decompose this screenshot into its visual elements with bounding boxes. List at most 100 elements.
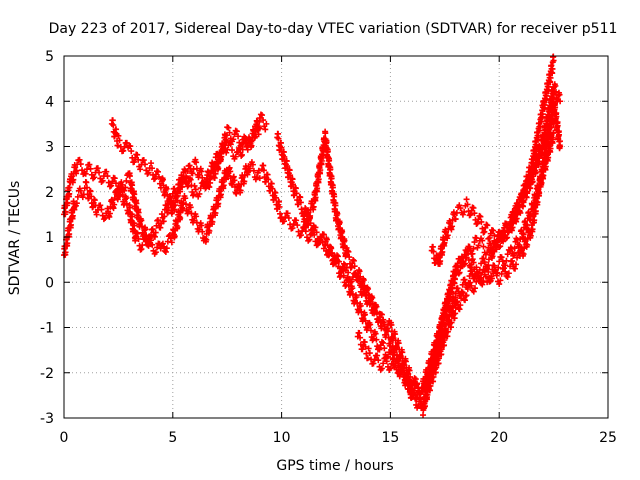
data-point <box>294 222 301 229</box>
data-point <box>198 222 205 229</box>
series-track-h <box>428 81 564 267</box>
data-point <box>76 156 83 163</box>
data-point <box>111 175 118 182</box>
data-point <box>314 235 321 242</box>
data-point <box>470 205 477 212</box>
data-point <box>253 174 260 181</box>
data-point <box>473 264 480 271</box>
data-point <box>244 146 251 153</box>
data-point <box>362 317 369 324</box>
data-point <box>439 248 446 255</box>
data-point <box>226 129 233 136</box>
data-point <box>235 133 242 140</box>
data-point <box>481 259 488 266</box>
data-point <box>73 200 80 207</box>
data-point <box>372 330 379 337</box>
data-point <box>489 253 496 260</box>
data-point <box>284 163 291 170</box>
data-point <box>174 224 181 231</box>
data-point <box>486 234 493 241</box>
data-point <box>105 179 112 186</box>
data-point <box>500 234 507 241</box>
data-point <box>424 391 431 398</box>
data-point <box>478 260 485 267</box>
data-point <box>292 185 299 192</box>
data-point <box>93 211 100 218</box>
data-point <box>479 281 486 288</box>
data-point <box>172 202 179 209</box>
data-point <box>77 161 84 168</box>
data-point <box>128 148 135 155</box>
data-point <box>493 272 500 279</box>
data-point <box>285 214 292 221</box>
data-point <box>232 153 239 160</box>
data-point <box>215 200 222 207</box>
data-point <box>233 128 240 135</box>
data-point <box>281 218 288 225</box>
data-point <box>387 365 394 372</box>
data-point <box>464 285 471 292</box>
data-point <box>320 231 327 238</box>
data-point <box>496 281 503 288</box>
data-point <box>540 161 547 168</box>
tick-labels: 0 5 10 15 20 25 -3 -2 -1 0 1 2 3 4 5 <box>40 49 617 446</box>
data-point <box>391 356 398 363</box>
data-point <box>151 175 158 182</box>
data-point <box>262 126 269 133</box>
data-point <box>73 167 80 174</box>
data-point <box>137 166 144 173</box>
series-track-b <box>61 159 263 259</box>
data-point <box>463 196 470 203</box>
data-point <box>524 183 531 190</box>
data-point <box>106 210 113 217</box>
data-point <box>281 153 288 160</box>
data-point <box>70 176 77 183</box>
data-point <box>488 275 495 282</box>
data-point <box>473 278 480 285</box>
data-point <box>484 222 491 229</box>
data-point <box>447 288 454 295</box>
data-point <box>410 380 417 387</box>
data-point <box>90 175 97 182</box>
data-point <box>441 239 448 246</box>
data-point <box>402 358 409 365</box>
data-point <box>476 275 483 282</box>
data-point <box>111 201 118 208</box>
data-point <box>351 263 358 270</box>
data-point <box>187 204 194 211</box>
data-point <box>451 275 458 282</box>
data-point <box>217 156 224 163</box>
data-point <box>430 248 437 255</box>
data-point <box>485 262 492 269</box>
data-point <box>305 237 312 244</box>
data-point <box>539 172 546 179</box>
data-point <box>421 400 428 407</box>
data-point <box>255 124 262 131</box>
data-point <box>293 190 300 197</box>
data-point <box>82 170 89 177</box>
data-point <box>471 210 478 217</box>
data-point <box>481 228 488 235</box>
y-axis-label: SDTVAR / TECUs <box>7 181 23 296</box>
data-point <box>289 225 296 232</box>
data-point <box>406 376 413 383</box>
data-point <box>307 220 314 227</box>
data-point <box>382 354 389 361</box>
data-point <box>155 173 162 180</box>
data-point <box>494 241 501 248</box>
data-point <box>388 349 395 356</box>
data-point <box>549 65 556 72</box>
data-point <box>290 221 297 228</box>
data-point <box>67 221 74 228</box>
data-point <box>265 176 272 183</box>
data-point <box>199 228 206 235</box>
data-point <box>263 120 270 127</box>
data-point <box>286 167 293 174</box>
x-axis-label: GPS time / hours <box>276 458 393 474</box>
data-point <box>255 167 262 174</box>
data-point <box>475 242 482 249</box>
data-point <box>505 270 512 277</box>
data-point <box>339 267 346 274</box>
data-point <box>98 178 105 185</box>
data-point <box>289 176 296 183</box>
